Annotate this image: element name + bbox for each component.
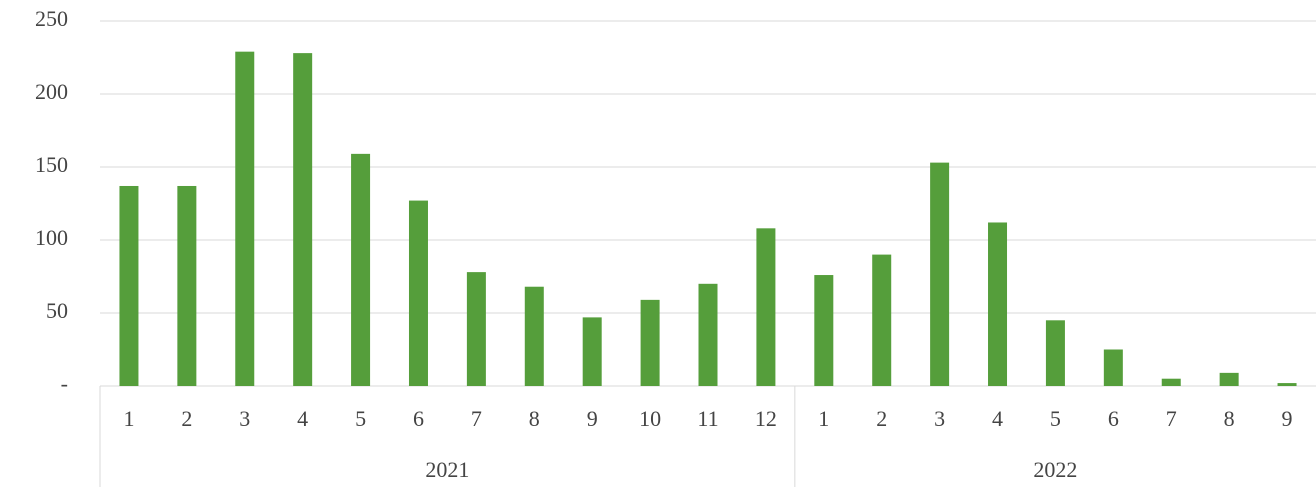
x-tick-label: 9 [587, 406, 598, 431]
bar [466, 272, 486, 386]
y-tick-label: 200 [35, 79, 68, 104]
x-tick-label: 3 [934, 406, 945, 431]
bar [930, 162, 950, 386]
x-tick-label: 4 [992, 406, 1003, 431]
bar [119, 185, 139, 386]
group-label: 2022 [1033, 457, 1077, 482]
x-tick-label: 5 [355, 406, 366, 431]
bar [1045, 320, 1065, 386]
x-tick-label: 7 [471, 406, 482, 431]
bar [235, 51, 255, 386]
x-tick-label: 9 [1282, 406, 1293, 431]
x-tick-label: 8 [1224, 406, 1235, 431]
y-tick-label: 100 [35, 225, 68, 250]
bar [1103, 349, 1123, 386]
x-tick-label: 7 [1166, 406, 1177, 431]
x-tick-label: 1 [818, 406, 829, 431]
x-tick-label: 4 [297, 406, 308, 431]
x-tick-label: 12 [755, 406, 777, 431]
bar [177, 185, 197, 386]
x-tick-label: 6 [1108, 406, 1119, 431]
x-tick-label: 3 [239, 406, 250, 431]
bar [756, 228, 776, 386]
bar [988, 222, 1008, 386]
x-tick-label: 2 [181, 406, 192, 431]
x-tick-label: 5 [1050, 406, 1061, 431]
y-tick-label: 250 [35, 6, 68, 31]
bar [1277, 383, 1297, 386]
bar [408, 200, 428, 386]
y-tick-label: 50 [46, 298, 68, 323]
bar [1219, 372, 1239, 386]
x-tick-label: 1 [123, 406, 134, 431]
x-tick-label: 10 [639, 406, 661, 431]
bar [872, 254, 892, 386]
bar [582, 317, 602, 386]
x-tick-label: 8 [529, 406, 540, 431]
y-tick-label: - [61, 371, 68, 396]
bar [698, 283, 718, 386]
x-tick-label: 11 [697, 406, 718, 431]
bar [524, 286, 544, 386]
bar [293, 53, 313, 387]
x-tick-label: 2 [876, 406, 887, 431]
y-tick-label: 150 [35, 152, 68, 177]
bar [351, 153, 371, 386]
bar [1161, 378, 1181, 386]
bar [640, 299, 660, 386]
bar [814, 275, 834, 386]
group-label: 2021 [425, 457, 469, 482]
x-tick-label: 6 [413, 406, 424, 431]
